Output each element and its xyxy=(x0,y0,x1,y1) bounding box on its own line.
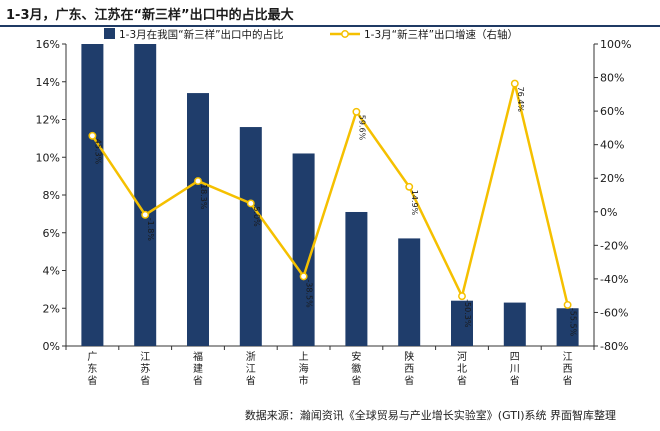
growth-data-label: -38.5% xyxy=(305,279,314,308)
growth-point xyxy=(88,131,97,140)
y-left-tick-label: 14% xyxy=(36,76,60,89)
y-right-tick-label: 40% xyxy=(600,139,624,152)
bar xyxy=(556,308,579,346)
x-category-label: 浙江省 xyxy=(246,351,256,387)
bar xyxy=(345,211,368,346)
bar xyxy=(81,44,104,346)
growth-point xyxy=(246,199,255,208)
legend: 1-3月在我国“新三样”出口中的占比 1-3月“新三样”出口增速（右轴） xyxy=(104,28,518,41)
x-category-label: 陕西省 xyxy=(404,350,414,387)
bar xyxy=(451,300,473,346)
growth-data-label: 76.4% xyxy=(516,87,525,113)
axes-layer: 0% 2% 4% 6% 8% 10% 12% 14% 16% -80% -60% -40% -20% 0%… xyxy=(36,38,632,387)
growth-point xyxy=(458,292,466,301)
growth-data-label: -55.5% xyxy=(569,308,578,337)
growth-point xyxy=(194,177,202,186)
title-rule xyxy=(0,25,660,27)
y-right-tick-label: -60% xyxy=(600,306,628,319)
y-left-tick-label: 4% xyxy=(43,265,60,278)
bars-layer xyxy=(81,44,579,346)
legend-bar-swatch xyxy=(104,28,115,39)
x-category-label: 河北省 xyxy=(457,351,467,387)
y-right-tick-label: -20% xyxy=(600,239,628,252)
growth-data-label: 14.9% xyxy=(410,190,419,216)
growth-data-label: 45.3% xyxy=(93,139,102,165)
bar xyxy=(292,153,315,346)
bar xyxy=(134,44,157,346)
y-left-tick-label: 2% xyxy=(43,302,60,315)
chart-title: 1-3月，广东、江苏在“新三样”出口中的占比最大 xyxy=(6,8,294,23)
bar xyxy=(187,93,209,346)
x-category-label: 安徽省 xyxy=(351,350,361,387)
y-left-tick-label: 6% xyxy=(43,227,60,240)
growth-line-layer: 45.3% -1.8% 18.3% 5.0% -38.5% 59.6% 14.9% -50.3… xyxy=(88,79,578,337)
x-category-label: 广东省 xyxy=(87,351,97,387)
x-category-label: 江西省 xyxy=(563,351,573,387)
growth-data-label: -1.8% xyxy=(146,218,155,242)
growth-data-label: -50.3% xyxy=(463,299,472,328)
y-right-tick-label: 0% xyxy=(600,206,617,219)
bar xyxy=(503,302,526,346)
y-left-tick-label: 16% xyxy=(36,38,60,51)
y-right-tick-label: 80% xyxy=(600,72,624,85)
y-left-tick-label: 8% xyxy=(43,189,60,202)
y-left-tick-label: 0% xyxy=(43,340,60,353)
y-right-tick-label: 60% xyxy=(600,105,624,118)
legend-bar-label: 1-3月在我国“新三样”出口中的占比 xyxy=(119,28,284,41)
y-right-tick-label: -40% xyxy=(600,273,628,286)
bar xyxy=(239,127,262,346)
growth-data-label: 5.0% xyxy=(252,206,261,227)
y-right-tick-label: 100% xyxy=(600,38,631,51)
growth-point xyxy=(141,210,150,219)
growth-point xyxy=(563,300,572,309)
legend-line-marker xyxy=(341,30,349,38)
y-right-tick-label: 20% xyxy=(600,172,624,185)
growth-point xyxy=(405,182,414,191)
x-category-label: 上海市 xyxy=(299,351,309,387)
legend-line-label: 1-3月“新三样”出口增速（右轴） xyxy=(364,28,518,41)
growth-point xyxy=(299,272,308,281)
y-left-tick-label: 10% xyxy=(36,151,60,164)
growth-point xyxy=(510,79,519,88)
y-left-tick-label: 12% xyxy=(36,114,60,127)
x-category-label: 四川省 xyxy=(510,352,520,387)
growth-data-label: 18.3% xyxy=(199,184,208,210)
growth-line xyxy=(91,82,569,306)
x-category-label: 江苏省 xyxy=(140,351,150,387)
growth-point xyxy=(352,107,361,116)
bar xyxy=(398,238,421,346)
y-right-tick-label: -80% xyxy=(600,340,628,353)
x-category-label: 福建省 xyxy=(193,350,203,387)
source-note: 数据来源：瀚闻资讯《全球贸易与产业增长实验室》(GTI)系统 界面智库整理 xyxy=(244,409,616,422)
growth-data-label: 59.6% xyxy=(357,115,366,141)
